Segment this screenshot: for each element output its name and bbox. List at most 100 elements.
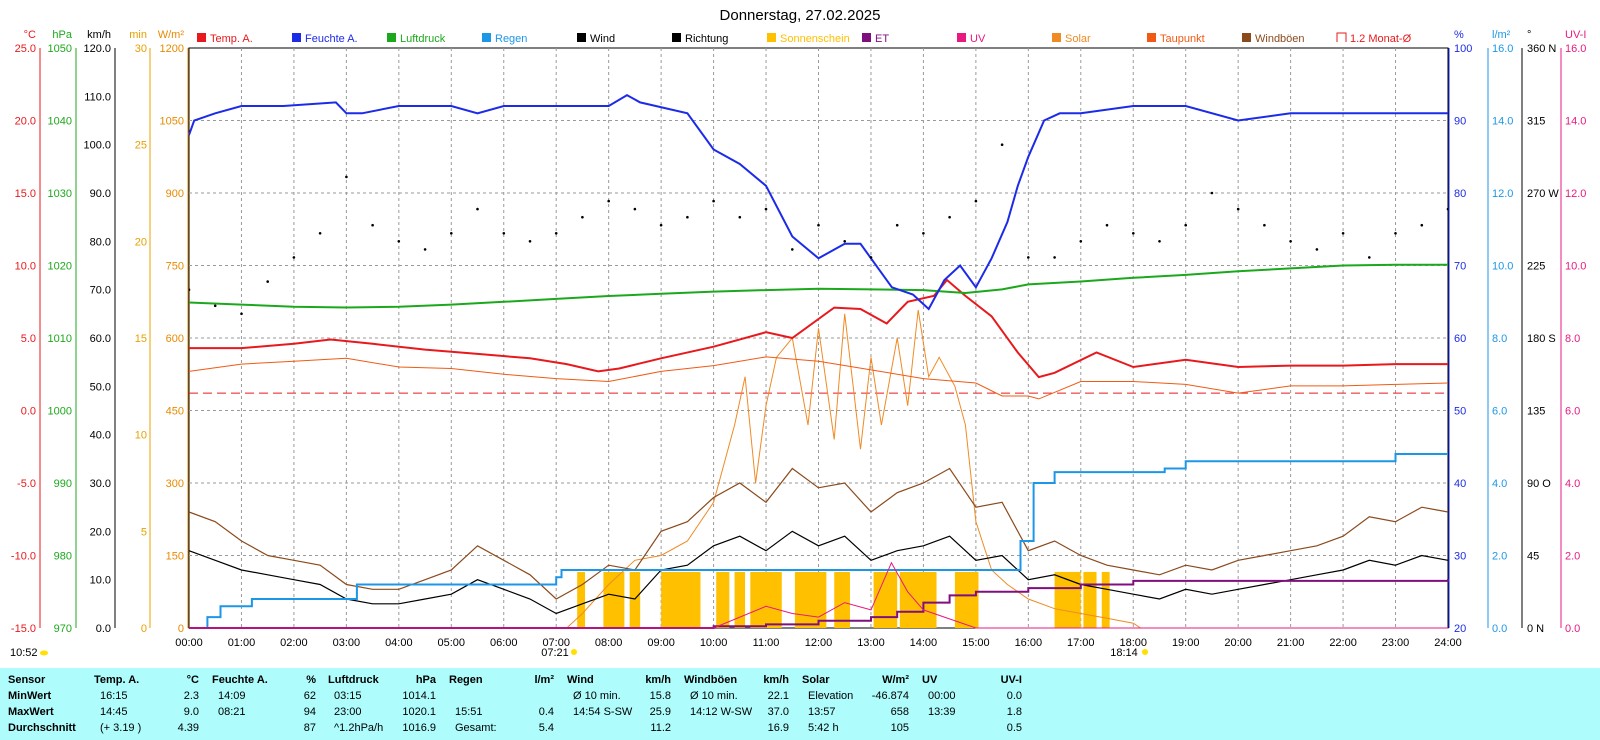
axis-tick-label: 5.0	[21, 333, 36, 345]
direction-point	[659, 223, 663, 227]
axis-tick-label: 15.0	[15, 188, 36, 200]
axis-tick-label: 1010	[48, 333, 72, 345]
sunshine-bar	[734, 571, 746, 628]
legend-item: Feuchte A.	[292, 33, 358, 45]
axis-tick-label: 1050	[160, 116, 184, 128]
x-tick-label: 18:00	[1119, 637, 1147, 649]
x-tick-label: 01:00	[228, 637, 256, 649]
stats-cell-label: 15:51	[455, 706, 483, 718]
stats-cell-value: 22.1	[767, 690, 789, 702]
x-tick-label: 14:00	[910, 637, 938, 649]
axis-unit-label: hPa	[52, 29, 72, 41]
legend-item: Windböen	[1242, 33, 1305, 45]
axis-tick-label: 70.0	[90, 285, 111, 297]
axis-tick-label: 360 N	[1527, 43, 1556, 55]
solar-line	[189, 309, 1448, 629]
axis-tick-label: 50	[1454, 406, 1466, 418]
axis-tick-label: 14.0	[1565, 116, 1586, 128]
x-tick-label: 05:00	[438, 637, 466, 649]
legend-item: Luftdruck	[387, 33, 446, 45]
legend-swatch	[197, 33, 206, 42]
axis-right_rain: l/m² 16.0 14.0 12.0 10.0 8.0 6.0 4.0 2.0 0.0	[1487, 29, 1513, 635]
x-tick-label: 00:00	[175, 637, 203, 649]
axis-left_pressure: hPa 1050 1040 1030 1020 1010 1000 990 980 970	[48, 29, 77, 635]
direction-point	[581, 215, 584, 219]
direction-point	[450, 232, 453, 235]
sunset-icon	[1142, 649, 1148, 655]
direction-point	[1420, 223, 1424, 227]
legend-swatch	[862, 33, 871, 42]
x-tick-label: 22:00	[1329, 637, 1357, 649]
legend-label: Luftdruck	[400, 33, 446, 45]
stats-cell-value: -46.874	[871, 690, 909, 702]
direction-point	[240, 312, 243, 316]
direction-point	[502, 232, 506, 235]
axis-right_hum: % 100 90 80 70 60 50 40 30 20	[1448, 29, 1472, 635]
sunshine-bar	[834, 571, 850, 628]
legend-item: Taupunkt	[1147, 33, 1205, 45]
stats-header: Regen	[449, 674, 483, 686]
legend-swatch	[767, 33, 776, 42]
direction-point	[423, 248, 427, 251]
sunshine-bar	[661, 571, 701, 628]
axis-tick-label: 270 W	[1527, 188, 1559, 200]
axis-tick-label: 1020	[48, 261, 72, 273]
direction-point	[1132, 232, 1135, 235]
gusts-line	[188, 467, 1449, 600]
axis-unit-label: UV-I	[1565, 29, 1586, 41]
stats-cell-value: 94	[303, 706, 316, 718]
sunset-time: 18:14	[1110, 647, 1138, 659]
axis-tick-label: 0	[178, 623, 184, 635]
x-tick-label: 11:00	[753, 637, 780, 649]
direction-point	[1210, 191, 1214, 195]
axis-tick-label: 40.0	[90, 430, 111, 442]
sun-times: 07:21 18:14 10:52	[10, 647, 1148, 659]
direction-point	[764, 207, 768, 211]
axis-tick-label: 16.0	[1565, 43, 1586, 55]
axes: °C 25.0 20.0 15.0 10.0 5.0 0.0 -5.0 -10.0 -15.0 hP…	[11, 29, 1587, 649]
axis-tick-label: 25.0	[15, 43, 36, 55]
axis-tick-label: 6.0	[1492, 406, 1507, 418]
stats-cell-label: Gesamt:	[455, 722, 497, 734]
axis-tick-label: 450	[166, 406, 184, 418]
stats-header: UV	[922, 674, 938, 686]
sunshine-bar	[1083, 571, 1097, 628]
stats-cell-value: 1.8	[1006, 706, 1022, 718]
axis-tick-label: 135	[1527, 406, 1545, 418]
stats-row-label: MinWert	[8, 690, 52, 702]
axis-tick-label: 80.0	[90, 236, 111, 248]
legend-item: Sonnenschein	[767, 33, 850, 45]
direction-point	[1341, 232, 1345, 235]
legend-swatch	[292, 33, 301, 42]
legend-label: 1.2 Monat-Ø	[1350, 33, 1412, 45]
legend-label: Richtung	[685, 33, 728, 45]
stats-cell-label: 14:09	[218, 690, 246, 702]
sunshine-bar	[1054, 571, 1081, 628]
direction-point	[1105, 223, 1109, 227]
legend-swatch	[672, 33, 681, 42]
direction-point	[371, 223, 374, 227]
direction-point	[397, 240, 401, 243]
axis-tick-label: 0	[141, 623, 147, 635]
legend-item: 1.2 Monat-Ø	[1336, 32, 1412, 45]
axis-unit-label: °	[1527, 29, 1531, 41]
sunshine-bar	[629, 571, 641, 628]
stats-cell-label: 03:15	[334, 690, 362, 702]
x-tick-label: 02:00	[280, 637, 308, 649]
legend-label: Wind	[590, 33, 615, 45]
sunrise-icon	[571, 649, 577, 655]
axis-tick-label: 60	[1454, 333, 1466, 345]
x-tick-label: 06:00	[490, 637, 518, 649]
direction-point	[633, 207, 637, 211]
corner-time: 10:52	[10, 647, 38, 659]
direction-point	[843, 240, 846, 243]
axis-tick-label: 5	[141, 526, 147, 538]
stats-cell-value: 9.0	[183, 706, 199, 718]
stats-cell-label: 00:00	[928, 690, 956, 702]
legend-item: UV	[957, 33, 986, 45]
stats-row-label: Durchschnitt	[8, 722, 76, 734]
x-tick-label: 17:00	[1067, 637, 1095, 649]
axis-tick-label: 10.0	[90, 575, 111, 587]
axis-unit-label: °C	[24, 29, 36, 41]
axis-right_dir: ° 360 N 315 270 W 225 180 S 135 90 O 45 0 N	[1521, 29, 1559, 635]
